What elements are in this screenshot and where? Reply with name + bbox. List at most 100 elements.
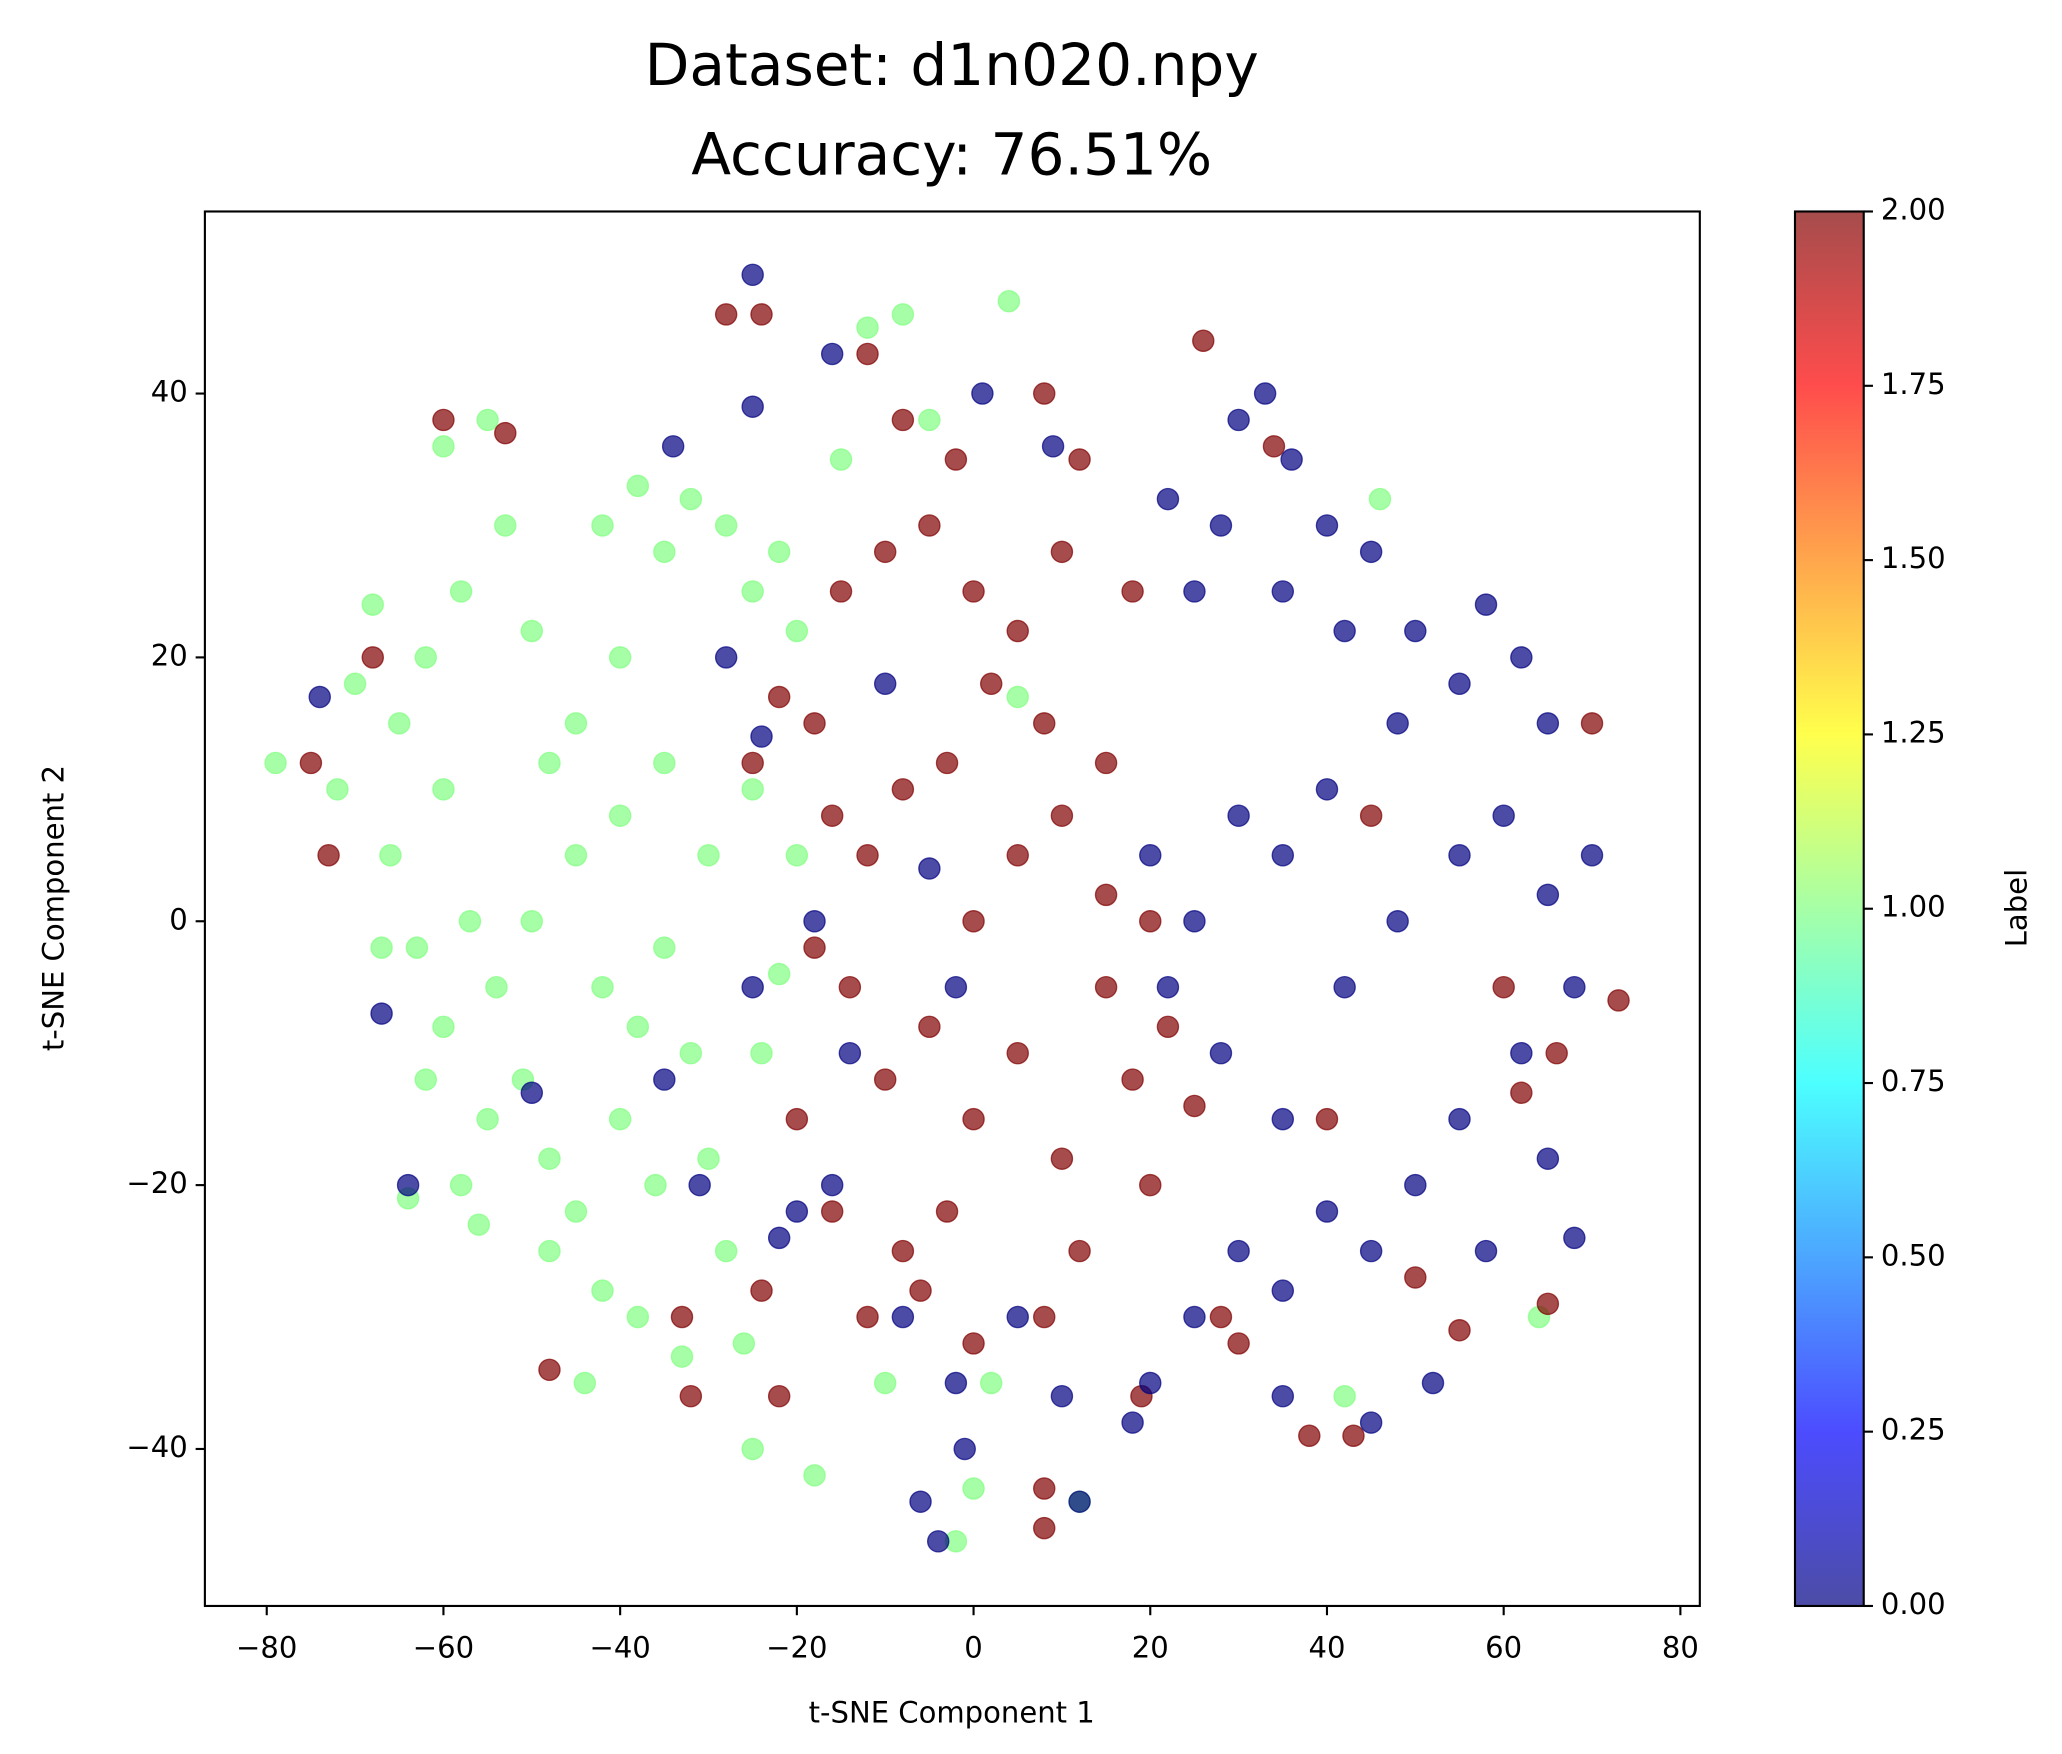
point <box>891 1239 915 1263</box>
point <box>1156 975 1180 999</box>
point <box>520 1081 544 1104</box>
point <box>944 1371 968 1395</box>
point <box>1404 619 1427 643</box>
point <box>767 962 791 986</box>
point <box>1050 804 1074 827</box>
point <box>538 1147 561 1170</box>
point <box>343 672 367 696</box>
point <box>653 540 676 564</box>
point <box>1386 712 1409 735</box>
point <box>820 342 844 366</box>
point <box>962 1332 985 1355</box>
point <box>1333 1384 1356 1408</box>
y-tick-label: 20 <box>151 638 188 672</box>
point <box>1333 619 1356 643</box>
point <box>1545 1041 1568 1065</box>
x-tick-label: −60 <box>413 1631 474 1665</box>
point <box>856 844 879 867</box>
point <box>1359 540 1383 564</box>
point <box>918 857 941 880</box>
point <box>714 303 738 326</box>
x-tick-label: 40 <box>1308 1631 1345 1665</box>
point <box>962 1477 985 1500</box>
point <box>741 975 764 999</box>
point <box>1333 975 1356 999</box>
point <box>1315 1200 1339 1223</box>
point <box>1271 1107 1295 1131</box>
point <box>1368 487 1392 511</box>
point <box>918 1015 941 1039</box>
point <box>326 778 349 801</box>
point <box>785 619 809 643</box>
point <box>626 1015 650 1039</box>
point <box>1094 751 1118 775</box>
point <box>379 844 402 867</box>
point <box>1262 435 1286 458</box>
point <box>1183 1094 1206 1118</box>
point <box>1271 580 1295 603</box>
point <box>997 289 1021 313</box>
point <box>1359 1411 1383 1434</box>
point <box>476 1107 499 1131</box>
point <box>891 408 915 432</box>
point <box>1536 883 1560 907</box>
point <box>670 1345 694 1368</box>
x-tick-label: −20 <box>766 1631 827 1665</box>
point <box>785 1200 809 1223</box>
x-tick-label: 20 <box>1132 1631 1169 1665</box>
point <box>679 1041 703 1065</box>
point <box>467 1213 491 1236</box>
point <box>741 751 764 775</box>
point <box>653 751 676 775</box>
point <box>1448 672 1471 696</box>
point <box>918 408 941 432</box>
y-tick-label: −20 <box>126 1166 187 1200</box>
point <box>1033 1477 1056 1500</box>
point <box>564 1200 588 1223</box>
colorbar-tick-label: 1.25 <box>1881 715 1946 749</box>
point <box>1121 1411 1144 1434</box>
point <box>1209 514 1233 537</box>
plot-frame <box>203 210 1701 1608</box>
point <box>856 342 879 366</box>
point <box>785 1107 809 1131</box>
point <box>1315 1107 1339 1131</box>
point <box>1359 804 1383 827</box>
point <box>1580 712 1604 735</box>
point <box>679 487 703 511</box>
point <box>538 1358 561 1382</box>
point <box>909 1279 932 1302</box>
point <box>714 1239 738 1263</box>
point <box>308 685 331 709</box>
point <box>714 646 738 669</box>
point <box>670 1305 694 1329</box>
point <box>1156 1015 1180 1039</box>
point <box>520 910 544 933</box>
point <box>1183 580 1206 603</box>
point <box>485 975 508 999</box>
point <box>750 1279 773 1302</box>
point <box>1156 487 1180 511</box>
point <box>1492 804 1515 827</box>
point <box>1041 435 1065 458</box>
point <box>1050 1384 1074 1408</box>
y-tick-label: 40 <box>151 375 188 409</box>
point <box>829 580 853 603</box>
point <box>1510 1041 1533 1065</box>
point <box>608 804 632 827</box>
point <box>697 1147 720 1170</box>
point <box>432 1015 455 1039</box>
x-tick-label: 60 <box>1485 1631 1522 1665</box>
point <box>1404 1266 1427 1289</box>
point <box>414 1068 438 1091</box>
point <box>405 936 429 959</box>
point <box>573 1371 597 1395</box>
point <box>944 448 968 471</box>
point <box>626 1305 650 1329</box>
point <box>803 712 826 735</box>
point <box>979 1371 1003 1395</box>
point <box>1183 1305 1206 1329</box>
point <box>1139 910 1162 933</box>
point <box>1209 1305 1233 1329</box>
